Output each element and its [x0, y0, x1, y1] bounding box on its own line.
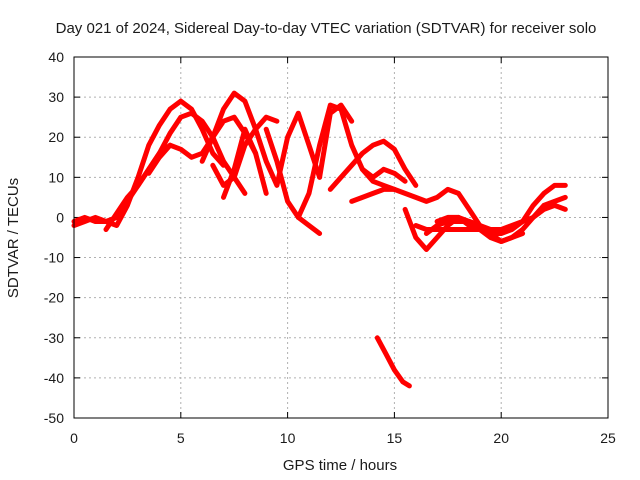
series-line-track-7	[221, 126, 269, 200]
x-tick-label: 10	[280, 430, 296, 446]
y-tick-label: 20	[48, 129, 64, 145]
plot-area	[71, 90, 568, 389]
series-line-track-5	[199, 90, 323, 188]
y-axis-label: SDTVAR / TECUs	[5, 178, 22, 298]
y-axis-ticks: -50 -40 -30 -20 -10 0 10 20 30 40	[44, 49, 608, 426]
plot-frame	[73, 56, 609, 419]
x-tick-label: 5	[177, 430, 185, 446]
x-tick-label: 20	[493, 430, 509, 446]
series-line-track-11	[327, 138, 419, 192]
series-line-track-18	[434, 202, 568, 232]
x-tick-label: 0	[70, 430, 78, 446]
y-tick-label: -10	[44, 250, 64, 266]
series-line-track-1	[71, 98, 226, 228]
y-tick-label: 30	[48, 89, 64, 105]
series-line-track-12	[349, 186, 483, 228]
chart-title: Day 021 of 2024, Sidereal Day-to-day VTE…	[56, 20, 597, 37]
series-line-track-10	[317, 102, 355, 180]
x-axis-label: GPS time / hours	[283, 457, 397, 474]
series-line-track-8	[263, 126, 323, 236]
y-tick-label: -50	[44, 410, 64, 426]
series-line-track-13	[359, 166, 408, 184]
series-line-track-6	[210, 114, 280, 188]
x-tick-label: 15	[387, 430, 403, 446]
y-tick-label: -40	[44, 370, 64, 386]
series-line-track-17	[423, 194, 568, 244]
series-line-track-3	[103, 110, 248, 232]
y-tick-label: 10	[48, 169, 64, 185]
y-tick-label: -30	[44, 330, 64, 346]
series-line-track-4	[146, 114, 259, 176]
x-tick-label: 25	[600, 430, 616, 446]
x-axis-ticks: 0 5 10 15 20 25	[70, 57, 616, 446]
series-line-track-14	[374, 335, 412, 389]
series-line-track-9	[295, 102, 397, 220]
y-tick-label: 0	[56, 209, 64, 225]
y-tick-label: -20	[44, 290, 64, 306]
y-tick-label: 40	[48, 49, 64, 65]
